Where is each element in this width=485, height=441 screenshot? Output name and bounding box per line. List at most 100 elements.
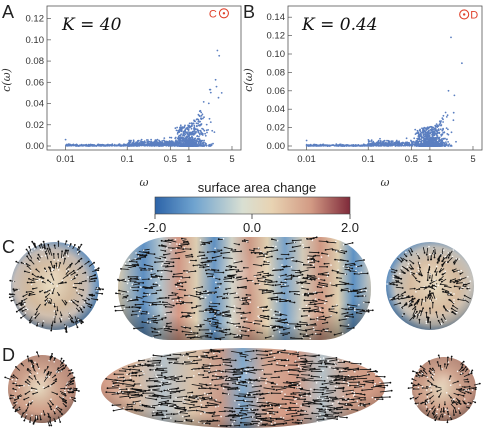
data-point bbox=[422, 142, 425, 145]
data-point bbox=[419, 133, 421, 136]
data-point bbox=[209, 88, 212, 91]
data-point bbox=[66, 144, 69, 147]
data-point bbox=[341, 144, 343, 147]
data-point bbox=[170, 140, 173, 143]
data-point bbox=[213, 131, 216, 134]
data-point bbox=[159, 141, 162, 144]
data-point bbox=[367, 139, 370, 141]
x-tick-label: 1 bbox=[427, 154, 432, 165]
data-point bbox=[137, 139, 140, 142]
data-point bbox=[192, 133, 195, 136]
data-point bbox=[437, 128, 440, 131]
data-point bbox=[440, 124, 442, 127]
data-point bbox=[423, 145, 426, 147]
data-point bbox=[439, 143, 442, 146]
data-point bbox=[419, 128, 421, 131]
sphere-right-c bbox=[386, 242, 474, 330]
data-point bbox=[98, 145, 100, 147]
x-tick-label: 0.01 bbox=[56, 154, 75, 165]
x-tick-label: 5 bbox=[470, 154, 475, 165]
data-point bbox=[198, 114, 201, 117]
vector-arrow bbox=[301, 374, 310, 376]
data-point bbox=[190, 141, 193, 144]
data-point bbox=[410, 140, 413, 143]
vector-arrow bbox=[318, 240, 327, 242]
points-b bbox=[305, 36, 463, 147]
data-point bbox=[380, 145, 383, 147]
data-point bbox=[198, 124, 201, 127]
marker-dot bbox=[222, 12, 226, 15]
data-point bbox=[216, 49, 219, 52]
data-point bbox=[417, 142, 420, 145]
capsule-body-d bbox=[101, 348, 393, 428]
sphere-left-c bbox=[8, 240, 104, 333]
sphere-left-d bbox=[4, 351, 80, 427]
data-point bbox=[194, 120, 197, 123]
vector-arrow bbox=[112, 404, 122, 406]
data-point bbox=[420, 136, 423, 139]
data-point bbox=[178, 130, 181, 133]
data-point bbox=[191, 139, 193, 142]
data-point bbox=[139, 143, 142, 146]
xlabel-a: ω bbox=[140, 176, 149, 189]
data-point bbox=[163, 137, 166, 140]
data-point bbox=[452, 119, 455, 122]
colorbar: surface area change -2.0 0.0 2.0 bbox=[144, 180, 359, 235]
panel-c: C bbox=[2, 236, 474, 341]
data-point bbox=[414, 143, 416, 146]
data-point bbox=[432, 140, 435, 143]
data-point bbox=[420, 131, 423, 134]
data-point bbox=[328, 144, 331, 147]
data-point bbox=[325, 144, 328, 147]
data-point bbox=[440, 120, 442, 122]
vector-arrow bbox=[301, 315, 308, 317]
data-point bbox=[377, 140, 379, 143]
data-point bbox=[404, 144, 407, 147]
data-point bbox=[150, 138, 153, 141]
y-tick-label: 0.06 bbox=[267, 86, 286, 97]
marker-d: D bbox=[459, 9, 478, 21]
vector-arrow bbox=[313, 399, 320, 401]
data-point bbox=[201, 113, 204, 116]
vector-arrow bbox=[113, 408, 124, 411]
data-point bbox=[184, 133, 187, 136]
data-point bbox=[441, 129, 444, 132]
y-tick-label: 0.14 bbox=[267, 12, 286, 23]
y-tick-label: 0.04 bbox=[267, 104, 286, 115]
data-point bbox=[206, 131, 208, 134]
data-point bbox=[151, 144, 154, 147]
data-point bbox=[416, 139, 418, 142]
data-point bbox=[181, 145, 184, 147]
y-tick-label: 0.08 bbox=[26, 56, 45, 67]
data-point bbox=[132, 139, 135, 142]
data-point bbox=[188, 122, 191, 125]
data-point bbox=[433, 128, 436, 130]
data-point bbox=[179, 136, 182, 139]
data-point bbox=[420, 144, 423, 146]
data-point bbox=[204, 132, 207, 135]
data-point bbox=[188, 131, 191, 134]
data-point bbox=[174, 127, 177, 130]
data-point bbox=[436, 135, 438, 137]
data-point bbox=[193, 127, 196, 129]
data-point bbox=[141, 141, 143, 144]
data-point bbox=[170, 136, 173, 139]
data-point bbox=[400, 145, 402, 147]
data-point bbox=[409, 144, 412, 146]
data-point bbox=[425, 129, 427, 131]
data-point bbox=[453, 94, 456, 97]
data-point bbox=[143, 140, 146, 143]
data-point bbox=[390, 143, 392, 145]
y-tick-label: 0.12 bbox=[267, 31, 286, 42]
vector-arrow bbox=[213, 271, 224, 273]
data-point bbox=[187, 125, 190, 128]
data-point bbox=[442, 131, 445, 134]
data-point bbox=[446, 133, 449, 135]
data-point bbox=[417, 134, 420, 137]
data-point bbox=[182, 131, 185, 134]
data-point bbox=[190, 127, 193, 130]
vector-arrow bbox=[205, 332, 212, 335]
data-point bbox=[198, 144, 201, 146]
y-tick-label: 0.10 bbox=[267, 49, 286, 60]
data-point bbox=[202, 117, 204, 120]
